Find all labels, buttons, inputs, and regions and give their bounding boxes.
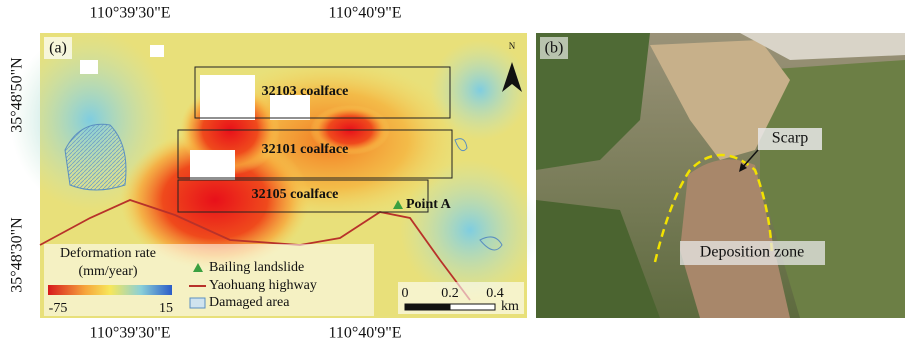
figure: 32103 coalface 32101 coalface 32105 coal… (0, 0, 905, 345)
longitude-label: 110°39'30"E (90, 5, 171, 22)
no-data-patch (80, 60, 98, 74)
coalface-label: 32105 coalface (252, 187, 339, 202)
annotation: Deposition zone (700, 244, 804, 261)
colorbar-title: Deformation rate (60, 246, 156, 261)
longitude-label: 110°40'9"E (329, 325, 402, 342)
legend-symbol (190, 298, 205, 308)
colorbar-min: -75 (49, 301, 68, 316)
longitude-label: 110°40'9"E (329, 5, 402, 22)
latitude-label: 35°48'50"N (9, 57, 26, 133)
legend-label: Bailing landslide (209, 260, 304, 275)
panel-label: (a) (49, 40, 67, 57)
scale-tick-label: 0.2 (441, 286, 459, 301)
colorbar (48, 285, 172, 295)
coalface-label: 32101 coalface (262, 142, 349, 157)
longitude-label: 110°39'30"E (90, 325, 171, 342)
scale-unit: km (501, 299, 519, 314)
scale-segment (405, 304, 450, 310)
no-data-patch (190, 150, 235, 180)
legend-label: Yaohuang highway (209, 278, 317, 293)
legend-label: Damaged area (209, 295, 290, 310)
panel-label: (b) (545, 40, 564, 57)
annotation: Scarp (772, 130, 808, 147)
north-label: N (509, 41, 516, 51)
panel-a: 32103 coalface 32101 coalface 32105 coal… (10, 30, 540, 318)
colorbar-max: 15 (159, 301, 173, 316)
coalface-label: 32103 coalface (262, 84, 349, 99)
latitude-label: 35°48'30"N (9, 217, 26, 293)
panel-b: Scarp Deposition zone (b) (536, 33, 905, 318)
no-data-patch (150, 45, 164, 57)
point-label: Point A (406, 197, 452, 212)
colorbar-unit: (mm/year) (78, 264, 137, 279)
scale-tick-label: 0 (402, 286, 409, 301)
scale-segment (450, 304, 495, 310)
no-data-patch (200, 75, 255, 120)
